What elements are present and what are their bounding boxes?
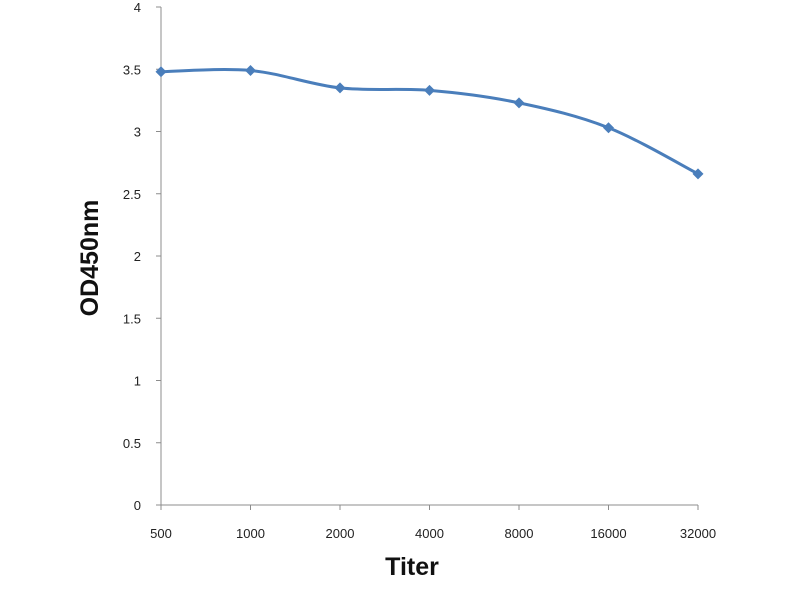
x-tick-label: 16000 (590, 526, 626, 541)
y-axis-ticks: 0 0.5 1 1.5 2 2.5 3 3.5 4 (123, 0, 161, 513)
x-axis-ticks: 500 1000 2000 4000 8000 16000 32000 (150, 505, 716, 541)
x-axis-title: Titer (385, 553, 439, 581)
y-tick-label: 2.5 (123, 187, 141, 202)
data-point-marker (513, 97, 525, 109)
series-markers (155, 64, 704, 180)
y-tick-label: 2 (134, 249, 141, 264)
y-tick-label: 1 (134, 374, 141, 389)
data-point-marker (692, 168, 704, 180)
x-tick-label: 500 (150, 526, 172, 541)
y-tick-label: 4 (134, 0, 141, 15)
y-tick-label: 0.5 (123, 436, 141, 451)
y-axis-title: OD450nm (76, 200, 104, 317)
data-point-marker (155, 66, 167, 78)
data-point-marker (603, 122, 614, 134)
x-tick-label: 32000 (680, 526, 716, 541)
x-tick-label: 1000 (236, 526, 265, 541)
x-tick-label: 8000 (505, 526, 534, 541)
data-point-marker (334, 82, 346, 94)
y-tick-label: 0 (134, 498, 141, 513)
y-tick-label: 3.5 (123, 62, 141, 77)
y-tick-label: 1.5 (123, 311, 141, 326)
x-tick-label: 4000 (415, 526, 444, 541)
data-point-marker (424, 84, 435, 96)
data-point-marker (245, 64, 256, 76)
y-tick-label: 3 (134, 125, 141, 140)
x-tick-label: 2000 (326, 526, 355, 541)
